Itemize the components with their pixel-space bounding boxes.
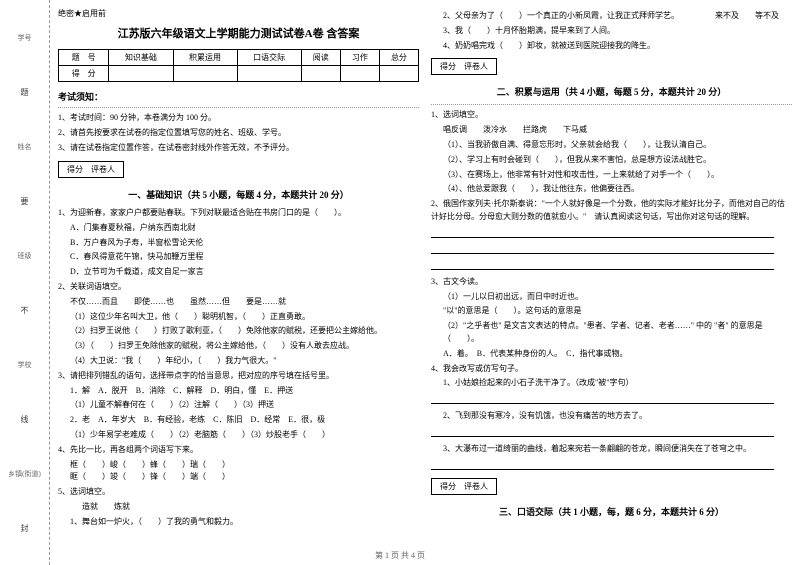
- field-name: 姓名: [18, 142, 32, 152]
- th: 口语交际: [237, 50, 301, 66]
- page-footer: 第 1 页 共 4 页: [0, 550, 800, 561]
- th: 积累运用: [173, 50, 237, 66]
- answer-line: [431, 427, 774, 437]
- notice-title: 考试须知：: [58, 90, 419, 103]
- section-2-title: 二、积累与运用（共 4 小题，每题 5 分，本题共计 20 分）: [431, 85, 792, 98]
- s2q4-item: 3、大瀑布过一道绮丽的曲线，着起来宛若一条翩翩的苍龙，瞬间便消失在了苍穹之中。: [431, 443, 792, 456]
- q3-stem: 3、请把排列错乱的语句，选择带点字的恰当意思，把对应的序号填在括号里。: [58, 370, 419, 383]
- s2q3-item: "以"的意思是（ ）。这句话的意思是: [431, 305, 792, 318]
- rule: 1、考试时间：90 分钟，本卷满分为 100 分。: [58, 112, 419, 124]
- q4-stem: 4、先比一比，再各组两个词语写下来。: [58, 444, 419, 457]
- q5-item: 1、舞台如一炉火，（ ）了我的勇气和毅力。: [58, 516, 419, 529]
- th: 知识基础: [109, 50, 173, 66]
- field-school-id: 学号: [18, 33, 32, 43]
- r-item: 3、我（ ）十月怀胎期满，提早来到了人间。: [431, 25, 792, 38]
- s2q1-item: （2）、学习上有时会碰到（ ），但我从来不害怕，总是想方设法战胜它。: [431, 154, 792, 167]
- content-area: 绝密★启用前 江苏版六年级语文上学期能力测试试卷A卷 含答案 题 号 知识基础 …: [50, 0, 800, 565]
- s2q1-words: 唱反调 泼冷水 拦路虎 下马威: [431, 124, 792, 137]
- rule: 3、请在试卷指定位置作答，在试卷密封线外作答无效，不予评分。: [58, 142, 419, 154]
- seal-mark: 线: [19, 415, 30, 423]
- q1-opt: C．春风得意花午锦，快马加鞭万里程: [58, 251, 419, 264]
- s2q1-item: （1）、当我骄傲自满、得意忘形时，父亲就会给我（ ），让我认清自己。: [431, 139, 792, 152]
- seal-mark: 要: [19, 197, 30, 205]
- score-box: 得分 评卷人: [431, 478, 497, 495]
- q2-item: （4）大卫说："我（ ）年纪小，（ ）我力气很大。": [58, 355, 419, 368]
- answer-line: [431, 244, 774, 254]
- q5-stem: 5、选词填空。: [58, 486, 419, 499]
- section-1-title: 一、基础知识（共 5 小题，每题 4 分，本题共计 20 分）: [58, 188, 419, 201]
- exam-title: 江苏版六年级语文上学期能力测试试卷A卷 含答案: [58, 25, 419, 41]
- score-box: 得分 评卷人: [431, 58, 497, 75]
- th: 阅读: [301, 50, 340, 66]
- field-school: 学校: [18, 360, 32, 370]
- score-box: 得分 评卷人: [58, 161, 124, 178]
- binding-margin: 学号 题 姓名 要 班级 不 学校 线 乡镇(街道) 封: [0, 0, 50, 565]
- secret-label: 绝密★启用前: [58, 8, 419, 19]
- q2-item: （1）这位少年名叫大卫，他（ ）聪明机智，（ ）正直勇敢。: [58, 311, 419, 324]
- th: 总分: [379, 50, 418, 66]
- seal-mark: 不: [19, 306, 30, 314]
- s2q4-item: 1、小姑娘捡起来的小石子洗干净了。（改成"被"字句）: [431, 377, 792, 390]
- q4-pairs: 框（ ）峻（ ）蜂（ ）瑞（ ） 眶（ ）竣（ ）锋（ ）端（ ）: [58, 459, 419, 485]
- th: 习作: [340, 50, 379, 66]
- field-class: 班级: [18, 251, 32, 261]
- answer-line: [431, 394, 774, 404]
- answer-line: [431, 260, 774, 270]
- r-item: 2、父母亲为了（ ）一个真正的小新凤霞，让我正式拜师学艺。 来不及 等不及: [431, 10, 792, 23]
- q1-stem: 1、为迎新春，家家户户都要贴春联。下列对联最适合贴在书房门口的是（ ）。: [58, 207, 419, 220]
- section-3-title: 三、口语交际（共 1 小题，每，题 6 分，本题共计 6 分）: [431, 505, 792, 518]
- q2-stem: 2、关联词语填空。: [58, 281, 419, 294]
- s2q4-item: 2、飞到那没有寒冷，没有饥饿，也没有痛苦的地方去了。: [431, 410, 792, 423]
- s2q3-item: （2）"之乎者也" 是文言文表达的特点。"患者、学者、记者、老者……" 中的 "…: [431, 320, 792, 346]
- q3-item: （1）少年易学老难成（ ）（2）老脑筋（ ）（3）炒股老手（ ）: [58, 429, 419, 442]
- left-column: 绝密★启用前 江苏版六年级语文上学期能力测试试卷A卷 含答案 题 号 知识基础 …: [58, 8, 419, 557]
- row-label: 得 分: [59, 66, 109, 82]
- q1-opt: D．立节可为千载道，成文自足一家言: [58, 266, 419, 279]
- s2q3-item: （1）一儿以日初出远，而日中时近也。: [431, 291, 792, 304]
- answer-line: [431, 460, 774, 470]
- q3-item: 2．老 A．年岁大 B．有经验，老练 C．陈旧 D．经常 E．很，极: [58, 414, 419, 427]
- th: 题 号: [59, 50, 109, 66]
- rule: 2、请首先按要求在试卷的指定位置填写您的姓名、班级、学号。: [58, 127, 419, 139]
- s2q3-stem: 3、古文今读。: [431, 276, 792, 289]
- q2-words: 不仅……而且 即使……也 虽然……但 要是……就: [58, 296, 419, 309]
- q3-opts: 1．解 A．脱开 B．消除 C．解释 D．明白，懂 E．押送: [58, 385, 419, 398]
- score-table: 题 号 知识基础 积累运用 口语交际 阅读 习作 总分 得 分: [58, 49, 419, 82]
- q1-opt: B．万户春风为子寿，半窗松雪论天伦: [58, 237, 419, 250]
- s2q3-item: A．着。 B．代表某种身份的人。 C．指代事或物。: [431, 348, 792, 361]
- r-item: 4、奶奶唱完戏（ ）卸妆，就被送到医院迎接我的降生。: [431, 40, 792, 53]
- s2q1-item: （4）、他总爱跟我（ ），我让他往东，他偏要往西。: [431, 183, 792, 196]
- seal-mark: 封: [19, 524, 30, 532]
- s2q1-item: （3）、在赛场上，他非常有针对性和攻击性，一上来就给了对手一个（ ）。: [431, 169, 792, 182]
- q3-item: （1）儿童不解春何在（ ）（2）注解（ ）（3）押送: [58, 399, 419, 412]
- right-column: 2、父母亲为了（ ）一个真正的小新凤霞，让我正式拜师学艺。 来不及 等不及 3、…: [431, 8, 792, 557]
- seal-mark: 题: [19, 88, 30, 96]
- q5-words: 造就 炼就: [58, 501, 419, 514]
- answer-line: [431, 228, 774, 238]
- q1-opt: A．门集春夏秋福，户纳东西南北财: [58, 222, 419, 235]
- s2q4-stem: 4、我会改写或仿写句子。: [431, 363, 792, 376]
- q2-item: （3）（ ）扫罗王免除他家的赋税，将公主嫁给他，（ ）没有人敢去应战。: [58, 340, 419, 353]
- s2q1-stem: 1、选词填空。: [431, 109, 792, 122]
- q2-item: （2）扫罗王说他（ ）打败了歌利亚，（ ）免除他家的赋税，还要把公主嫁给他。: [58, 325, 419, 338]
- field-town: 乡镇(街道): [8, 469, 41, 479]
- s2q2: 2、俄国作家列夫·托尔斯泰说："一个人就好像是一个分数，他的实际才能好比分子，而…: [431, 198, 792, 224]
